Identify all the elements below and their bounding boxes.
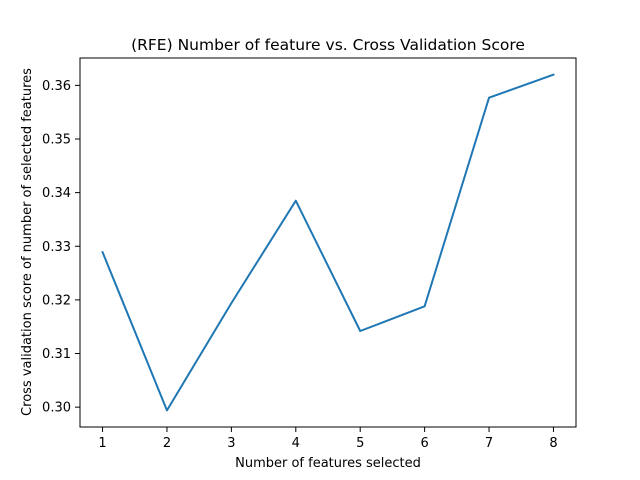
y-tick-label: 0.34 [42,186,71,201]
y-axis-title: Cross validation score of number of sele… [20,68,35,416]
x-tick-label: 3 [227,436,235,451]
series-line [101,73,555,412]
axes-frame [79,57,577,428]
y-axis-ticks: 0.30 0.31 0.32 0.33 0.34 0.35 0.36 [42,79,80,416]
x-tick-label: 7 [485,436,493,451]
x-tick-label: 2 [163,436,171,451]
x-axis-ticks: 1 2 3 4 5 6 7 8 [98,427,558,451]
x-tick-label: 1 [98,436,106,451]
y-tick-label: 0.31 [42,347,71,362]
y-tick-label: 0.36 [42,79,71,94]
y-tick-label: 0.33 [42,240,71,255]
chart-title: (RFE) Number of feature vs. Cross Valida… [131,36,525,54]
y-tick-label: 0.32 [42,293,71,308]
x-tick-label: 5 [356,436,364,451]
x-tick-label: 8 [549,436,557,451]
x-axis-title: Number of features selected [235,456,421,471]
x-tick-label: 6 [420,436,428,451]
y-tick-label: 0.30 [42,401,71,416]
plot-area: 1 2 3 4 5 6 7 8 0.30 0.31 0.32 0.33 0.34 0.35 0.36 [42,57,577,451]
series-layer [101,73,555,412]
x-tick-label: 4 [292,436,300,451]
y-tick-label: 0.35 [42,132,71,147]
